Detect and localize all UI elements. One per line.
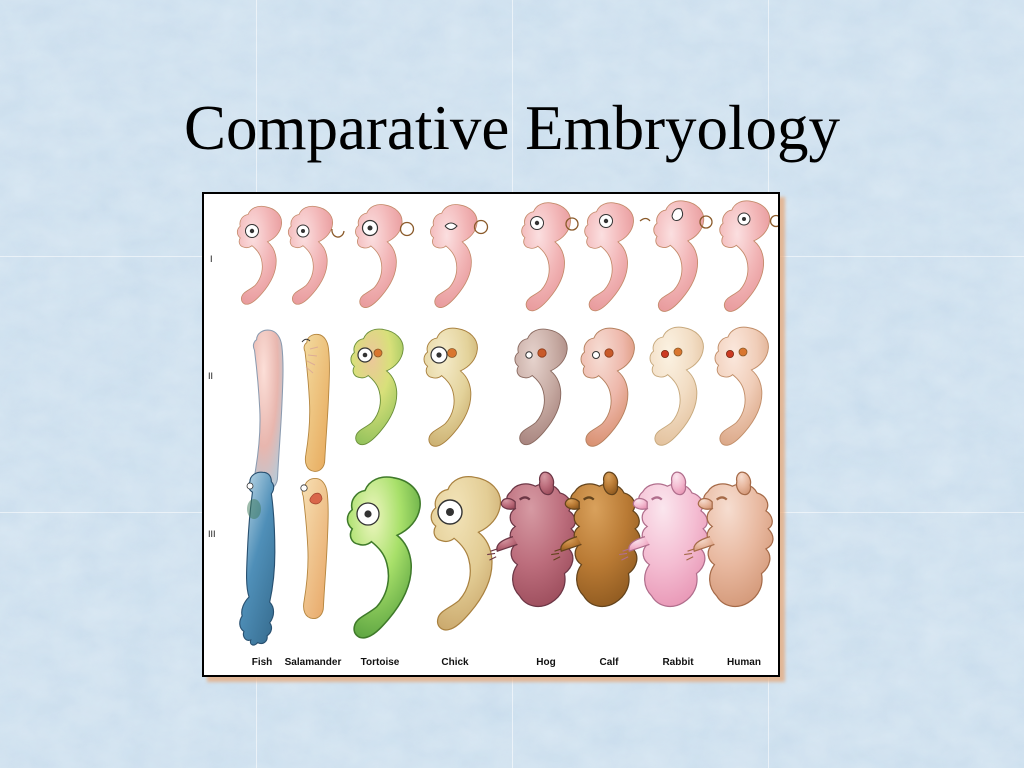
svg-text:Human: Human xyxy=(727,657,761,668)
svg-text:III: III xyxy=(208,529,216,539)
svg-text:Chick: Chick xyxy=(441,657,469,668)
svg-text:Fish: Fish xyxy=(252,657,273,668)
svg-text:II: II xyxy=(208,371,213,381)
svg-text:Salamander: Salamander xyxy=(285,657,342,668)
svg-text:Rabbit: Rabbit xyxy=(662,657,694,668)
svg-text:Tortoise: Tortoise xyxy=(361,657,400,668)
svg-text:Hog: Hog xyxy=(536,657,555,668)
svg-text:Calf: Calf xyxy=(600,657,620,668)
svg-text:I: I xyxy=(210,254,213,264)
